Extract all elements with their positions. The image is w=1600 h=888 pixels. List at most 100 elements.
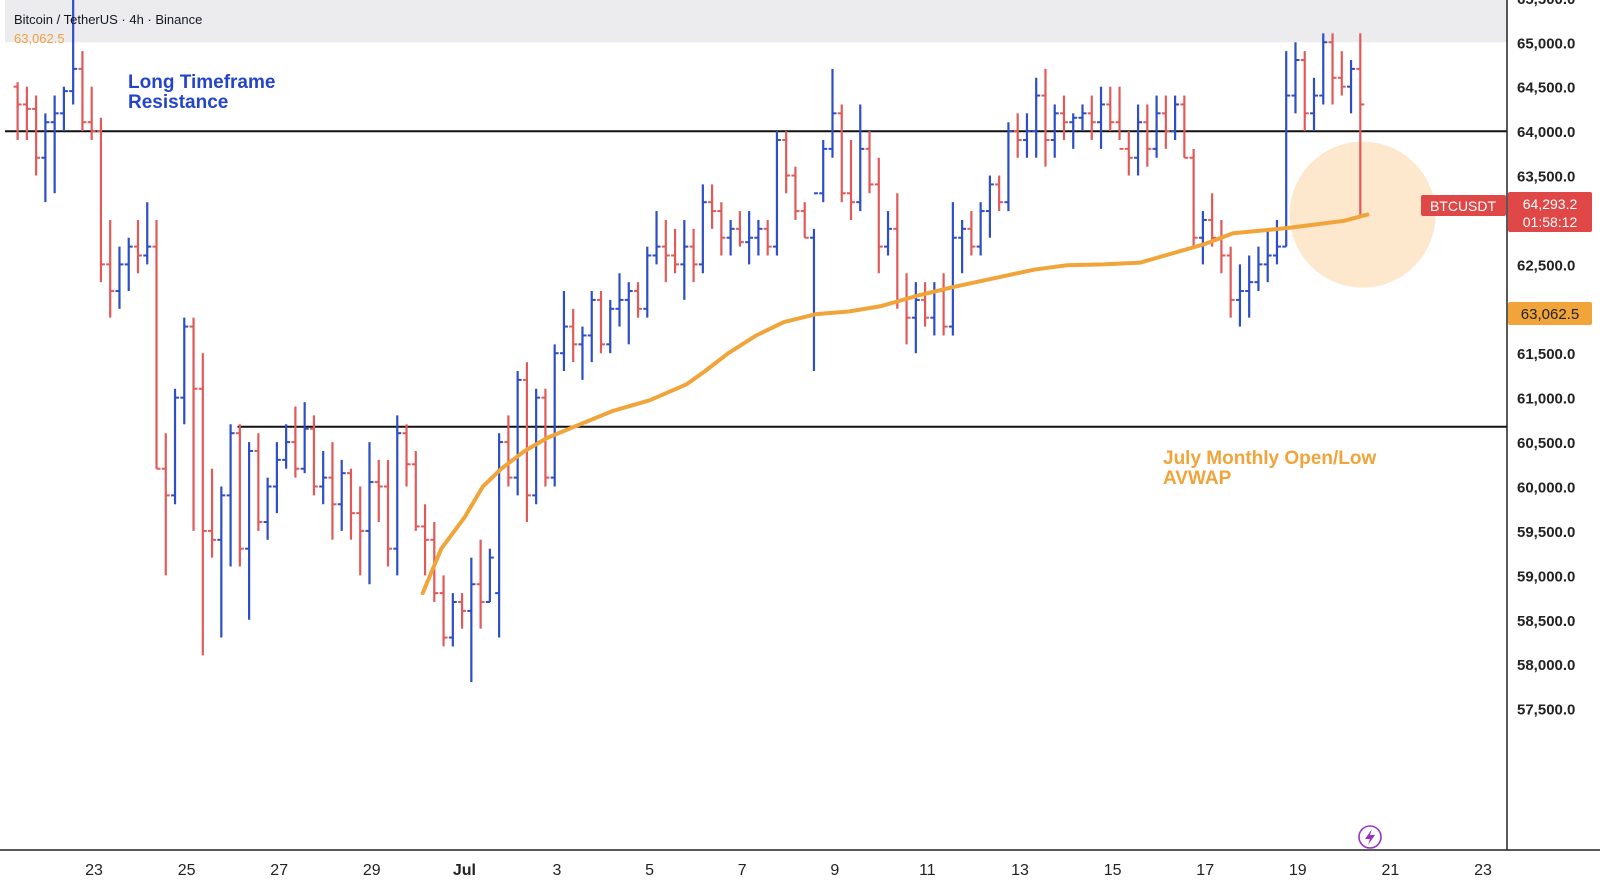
ohlc-bar[interactable] bbox=[661, 219, 670, 283]
ohlc-bar[interactable] bbox=[346, 468, 355, 540]
ohlc-bar[interactable] bbox=[985, 175, 994, 238]
ohlc-bar[interactable] bbox=[1004, 122, 1013, 212]
ohlc-bar[interactable] bbox=[1198, 211, 1207, 265]
ohlc-bar[interactable] bbox=[1041, 68, 1050, 167]
ohlc-bar[interactable] bbox=[1254, 246, 1263, 292]
ohlc-bar[interactable] bbox=[1115, 86, 1124, 150]
ohlc-bar[interactable] bbox=[319, 450, 328, 505]
ohlc-bar[interactable] bbox=[1097, 86, 1106, 149]
ohlc-bar[interactable] bbox=[606, 299, 615, 354]
btcusdt-price-badge[interactable]: BTCUSDT 64,293.2 01:58:12 bbox=[1421, 192, 1592, 232]
ohlc-bar[interactable] bbox=[235, 424, 244, 567]
ohlc-bar[interactable] bbox=[1032, 77, 1041, 158]
ohlc-bar[interactable] bbox=[550, 344, 559, 487]
ohlc-bar[interactable] bbox=[772, 131, 781, 256]
ohlc-bar[interactable] bbox=[976, 202, 985, 256]
ohlc-bar[interactable] bbox=[87, 86, 96, 140]
ohlc-bar[interactable] bbox=[198, 353, 207, 656]
ohlc-bar[interactable] bbox=[1282, 51, 1291, 248]
ohlc-bar[interactable] bbox=[800, 202, 809, 239]
ohlc-bar[interactable] bbox=[1208, 193, 1217, 247]
ohlc-bar[interactable] bbox=[615, 273, 624, 327]
ohlc-bar[interactable] bbox=[856, 104, 865, 212]
ohlc-bar[interactable] bbox=[1106, 86, 1115, 132]
ohlc-bar[interactable] bbox=[837, 104, 846, 203]
ohlc-bar[interactable] bbox=[217, 486, 226, 638]
ohlc-bar[interactable] bbox=[1013, 113, 1022, 158]
ohlc-bar[interactable] bbox=[1263, 228, 1272, 283]
ohlc-bar[interactable] bbox=[1069, 113, 1078, 149]
ohlc-bar[interactable] bbox=[828, 68, 837, 158]
ohlc-bar[interactable] bbox=[522, 362, 531, 523]
ohlc-bar[interactable] bbox=[958, 219, 967, 274]
ohlc-bar[interactable] bbox=[106, 219, 115, 318]
ohlc-bar[interactable] bbox=[300, 402, 309, 474]
ohlc-bar[interactable] bbox=[476, 539, 485, 629]
ohlc-bar[interactable] bbox=[1180, 95, 1189, 159]
ohlc-bar[interactable] bbox=[569, 308, 578, 363]
ohlc-bar[interactable] bbox=[513, 370, 522, 496]
ohlc-bar[interactable] bbox=[1189, 148, 1198, 247]
ohlc-bar[interactable] bbox=[948, 202, 957, 336]
ohlc-bar[interactable] bbox=[717, 202, 726, 256]
ohlc-bar[interactable] bbox=[791, 166, 800, 220]
ohlc-bar[interactable] bbox=[1319, 33, 1328, 105]
ohlc-bar[interactable] bbox=[596, 291, 605, 354]
ohlc-bar[interactable] bbox=[133, 219, 142, 274]
ohlc-bar[interactable] bbox=[421, 504, 430, 576]
ohlc-bar[interactable] bbox=[1235, 264, 1244, 327]
ohlc-bar[interactable] bbox=[1050, 104, 1059, 158]
ohlc-bar[interactable] bbox=[1347, 60, 1356, 114]
ohlc-bar[interactable] bbox=[745, 211, 754, 265]
ohlc-bar[interactable] bbox=[893, 193, 902, 309]
ohlc-bar[interactable] bbox=[1059, 95, 1068, 140]
ohlc-bar[interactable] bbox=[865, 131, 874, 194]
ohlc-bar[interactable] bbox=[624, 282, 633, 345]
ohlc-bar[interactable] bbox=[967, 211, 976, 256]
ohlc-bar[interactable] bbox=[782, 131, 791, 194]
ohlc-bar[interactable] bbox=[402, 424, 411, 487]
ohlc-bar[interactable] bbox=[689, 228, 698, 283]
ohlc-bar[interactable] bbox=[939, 273, 948, 336]
ohlc-bar[interactable] bbox=[282, 424, 291, 469]
ohlc-bar[interactable] bbox=[1152, 95, 1161, 158]
ohlc-bar[interactable] bbox=[365, 442, 374, 585]
ohlc-bar[interactable] bbox=[652, 211, 661, 265]
ohlc-bar[interactable] bbox=[763, 219, 772, 256]
ohlc-bar[interactable] bbox=[96, 117, 105, 283]
ohlc-bar[interactable] bbox=[208, 468, 217, 558]
ohlc-bar[interactable] bbox=[13, 82, 22, 140]
ohlc-bar[interactable] bbox=[143, 202, 152, 265]
ohlc-bar[interactable] bbox=[1300, 51, 1309, 132]
ohlc-bar[interactable] bbox=[356, 486, 365, 576]
ohlc-bar[interactable] bbox=[587, 291, 596, 363]
ohlc-bar[interactable] bbox=[171, 388, 180, 505]
ohlc-bar[interactable] bbox=[263, 477, 272, 540]
ohlc-bar[interactable] bbox=[1143, 104, 1152, 167]
ohlc-bar[interactable] bbox=[1022, 113, 1031, 158]
ohlc-bar[interactable] bbox=[485, 548, 494, 604]
ohlc-bar[interactable] bbox=[1356, 33, 1365, 215]
avwap-price-badge[interactable]: 63,062.5 bbox=[1508, 302, 1592, 325]
ohlc-bar[interactable] bbox=[1134, 104, 1143, 176]
ohlc-bar[interactable] bbox=[911, 282, 920, 354]
ohlc-bar[interactable] bbox=[272, 442, 281, 514]
ohlc-bar[interactable] bbox=[124, 237, 133, 292]
ohlc-bar[interactable] bbox=[504, 415, 513, 487]
ohlc-bar[interactable] bbox=[671, 228, 680, 274]
ohlc-bar[interactable] bbox=[384, 459, 393, 567]
ohlc-bar[interactable] bbox=[374, 459, 383, 523]
ohlc-bar[interactable] bbox=[559, 291, 568, 371]
ohlc-bar[interactable] bbox=[59, 86, 68, 132]
ohlc-bar[interactable] bbox=[152, 219, 161, 470]
ohlc-bar[interactable] bbox=[884, 211, 893, 256]
ohlc-bar[interactable] bbox=[309, 415, 318, 496]
avwap-line[interactable] bbox=[420, 212, 1370, 596]
ohlc-bar[interactable] bbox=[1245, 255, 1254, 318]
ohlc-bar[interactable] bbox=[328, 442, 337, 540]
ohlc-bar[interactable] bbox=[995, 175, 1004, 212]
ohlc-bar[interactable] bbox=[458, 593, 467, 629]
ohlc-bar[interactable] bbox=[1124, 131, 1133, 176]
